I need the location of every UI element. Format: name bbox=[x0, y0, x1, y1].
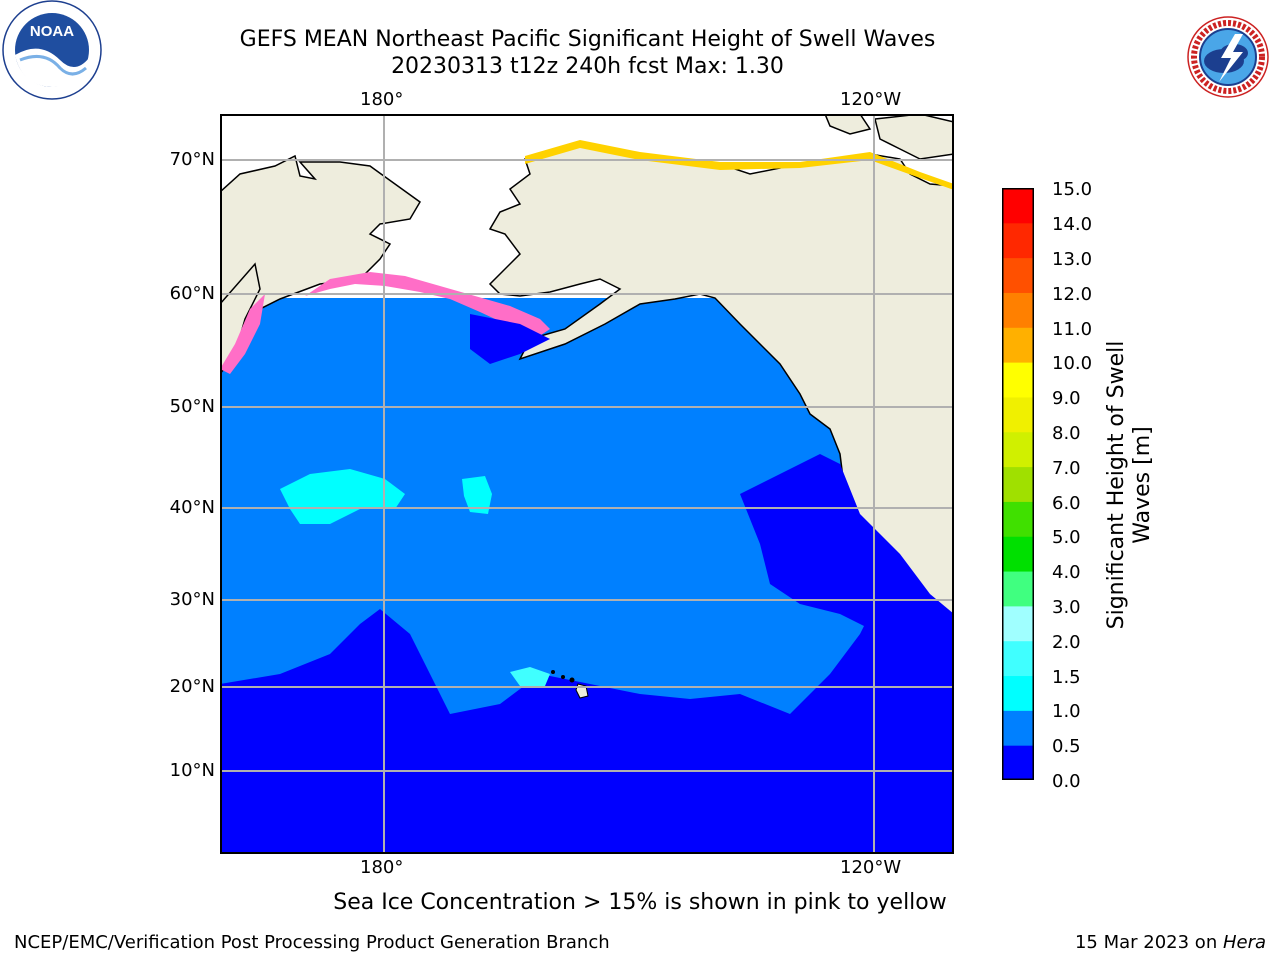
lon-label-bottom-120w: 120°W bbox=[840, 857, 902, 878]
lon-label-top-120w: 120°W bbox=[840, 89, 902, 110]
colorbar-segment bbox=[1002, 466, 1034, 502]
graticule bbox=[220, 114, 954, 854]
colorbar-label: Significant Height of Swell Waves [m] bbox=[1104, 340, 1155, 630]
colorbar-segment bbox=[1002, 396, 1034, 433]
colorbar-segment bbox=[1002, 222, 1034, 259]
cbar-tick-13: 13.0 bbox=[1052, 249, 1093, 270]
lat-label-20n: 20°N bbox=[169, 676, 215, 697]
low-swell-south bbox=[220, 594, 954, 854]
colorbar-segment bbox=[1002, 292, 1034, 328]
lat-label-40n: 40°N bbox=[169, 497, 215, 518]
lat-label-10n: 10°N bbox=[169, 760, 215, 781]
cbar-tick-6: 6.0 bbox=[1052, 493, 1081, 514]
cbar-tick-11: 11.0 bbox=[1052, 319, 1093, 340]
sea-ice-kamchatka bbox=[220, 294, 265, 374]
colorbar-segment bbox=[1002, 710, 1034, 746]
cbar-tick-3: 3.0 bbox=[1052, 597, 1081, 618]
noaa-logo: NOAA bbox=[2, 0, 102, 100]
colorbar-segment bbox=[1002, 362, 1034, 398]
host-name: Hera bbox=[1222, 932, 1266, 953]
low-swell-gulf bbox=[470, 314, 550, 364]
lat-label-30n: 30°N bbox=[169, 589, 215, 610]
date-value: 15 Mar 2023 on bbox=[1074, 932, 1223, 953]
kamchatka-land bbox=[220, 262, 261, 376]
swell-patch-mid bbox=[462, 476, 492, 514]
colorbar-segment bbox=[1002, 501, 1034, 537]
swell-height-map bbox=[220, 114, 954, 854]
cbar-tick-2: 2.0 bbox=[1052, 632, 1081, 653]
map-frame bbox=[220, 114, 954, 854]
lat-label-60n: 60°N bbox=[169, 283, 215, 304]
noaa-logo-text: NOAA bbox=[30, 23, 74, 40]
low-swell-coast bbox=[740, 454, 954, 654]
swell-patch-west bbox=[280, 469, 405, 524]
cbar-tick-9: 9.0 bbox=[1052, 388, 1081, 409]
swell-patch-hawaii bbox=[510, 667, 550, 686]
cbar-tick-5: 5.0 bbox=[1052, 527, 1081, 548]
cbar-tick-1: 1.0 bbox=[1052, 701, 1081, 722]
colorbar-segment bbox=[1002, 431, 1034, 468]
map-subtitle: 20230313 t12z 240h fcst Max: 1.30 bbox=[391, 54, 784, 79]
lat-label-70n: 70°N bbox=[169, 149, 215, 170]
colorbar-segment bbox=[1002, 605, 1034, 642]
cbar-tick-8: 8.0 bbox=[1052, 423, 1081, 444]
cbar-tick-0-5: 0.5 bbox=[1052, 736, 1081, 757]
map-title: GEFS MEAN Northeast Pacific Significant … bbox=[239, 27, 936, 52]
cbar-tick-10: 10.0 bbox=[1052, 353, 1093, 374]
colorbar-segment bbox=[1002, 188, 1034, 224]
colorbar-frame bbox=[1002, 188, 1034, 780]
sea-ice-arctic-coast bbox=[525, 140, 954, 190]
lon-label-top-180: 180° bbox=[360, 89, 404, 110]
colorbar-segment bbox=[1002, 327, 1034, 363]
nws-logo bbox=[1187, 16, 1269, 98]
lon-label-bottom-180: 180° bbox=[360, 857, 404, 878]
cbar-tick-12: 12.0 bbox=[1052, 284, 1093, 305]
colorbar-segment bbox=[1002, 745, 1034, 780]
colorbar bbox=[1002, 188, 1034, 780]
cbar-tick-1-5: 1.5 bbox=[1052, 667, 1081, 688]
date-text: 15 Mar 2023 on Hera bbox=[1075, 932, 1266, 953]
colorbar-segment bbox=[1002, 675, 1034, 711]
colorbar-segment bbox=[1002, 536, 1034, 572]
colorbar-segment bbox=[1002, 257, 1034, 293]
cbar-tick-7: 7.0 bbox=[1052, 458, 1081, 479]
cbar-tick-0: 0.0 bbox=[1052, 771, 1081, 792]
cbar-tick-14: 14.0 bbox=[1052, 214, 1093, 235]
sea-ice-note: Sea Ice Concentration > 15% is shown in … bbox=[333, 890, 947, 915]
colorbar-segment bbox=[1002, 571, 1034, 607]
colorbar-segment bbox=[1002, 640, 1034, 677]
lat-label-50n: 50°N bbox=[169, 396, 215, 417]
cbar-tick-15: 15.0 bbox=[1052, 179, 1093, 200]
credit-text: NCEP/EMC/Verification Post Processing Pr… bbox=[14, 932, 610, 953]
cbar-tick-4: 4.0 bbox=[1052, 562, 1081, 583]
